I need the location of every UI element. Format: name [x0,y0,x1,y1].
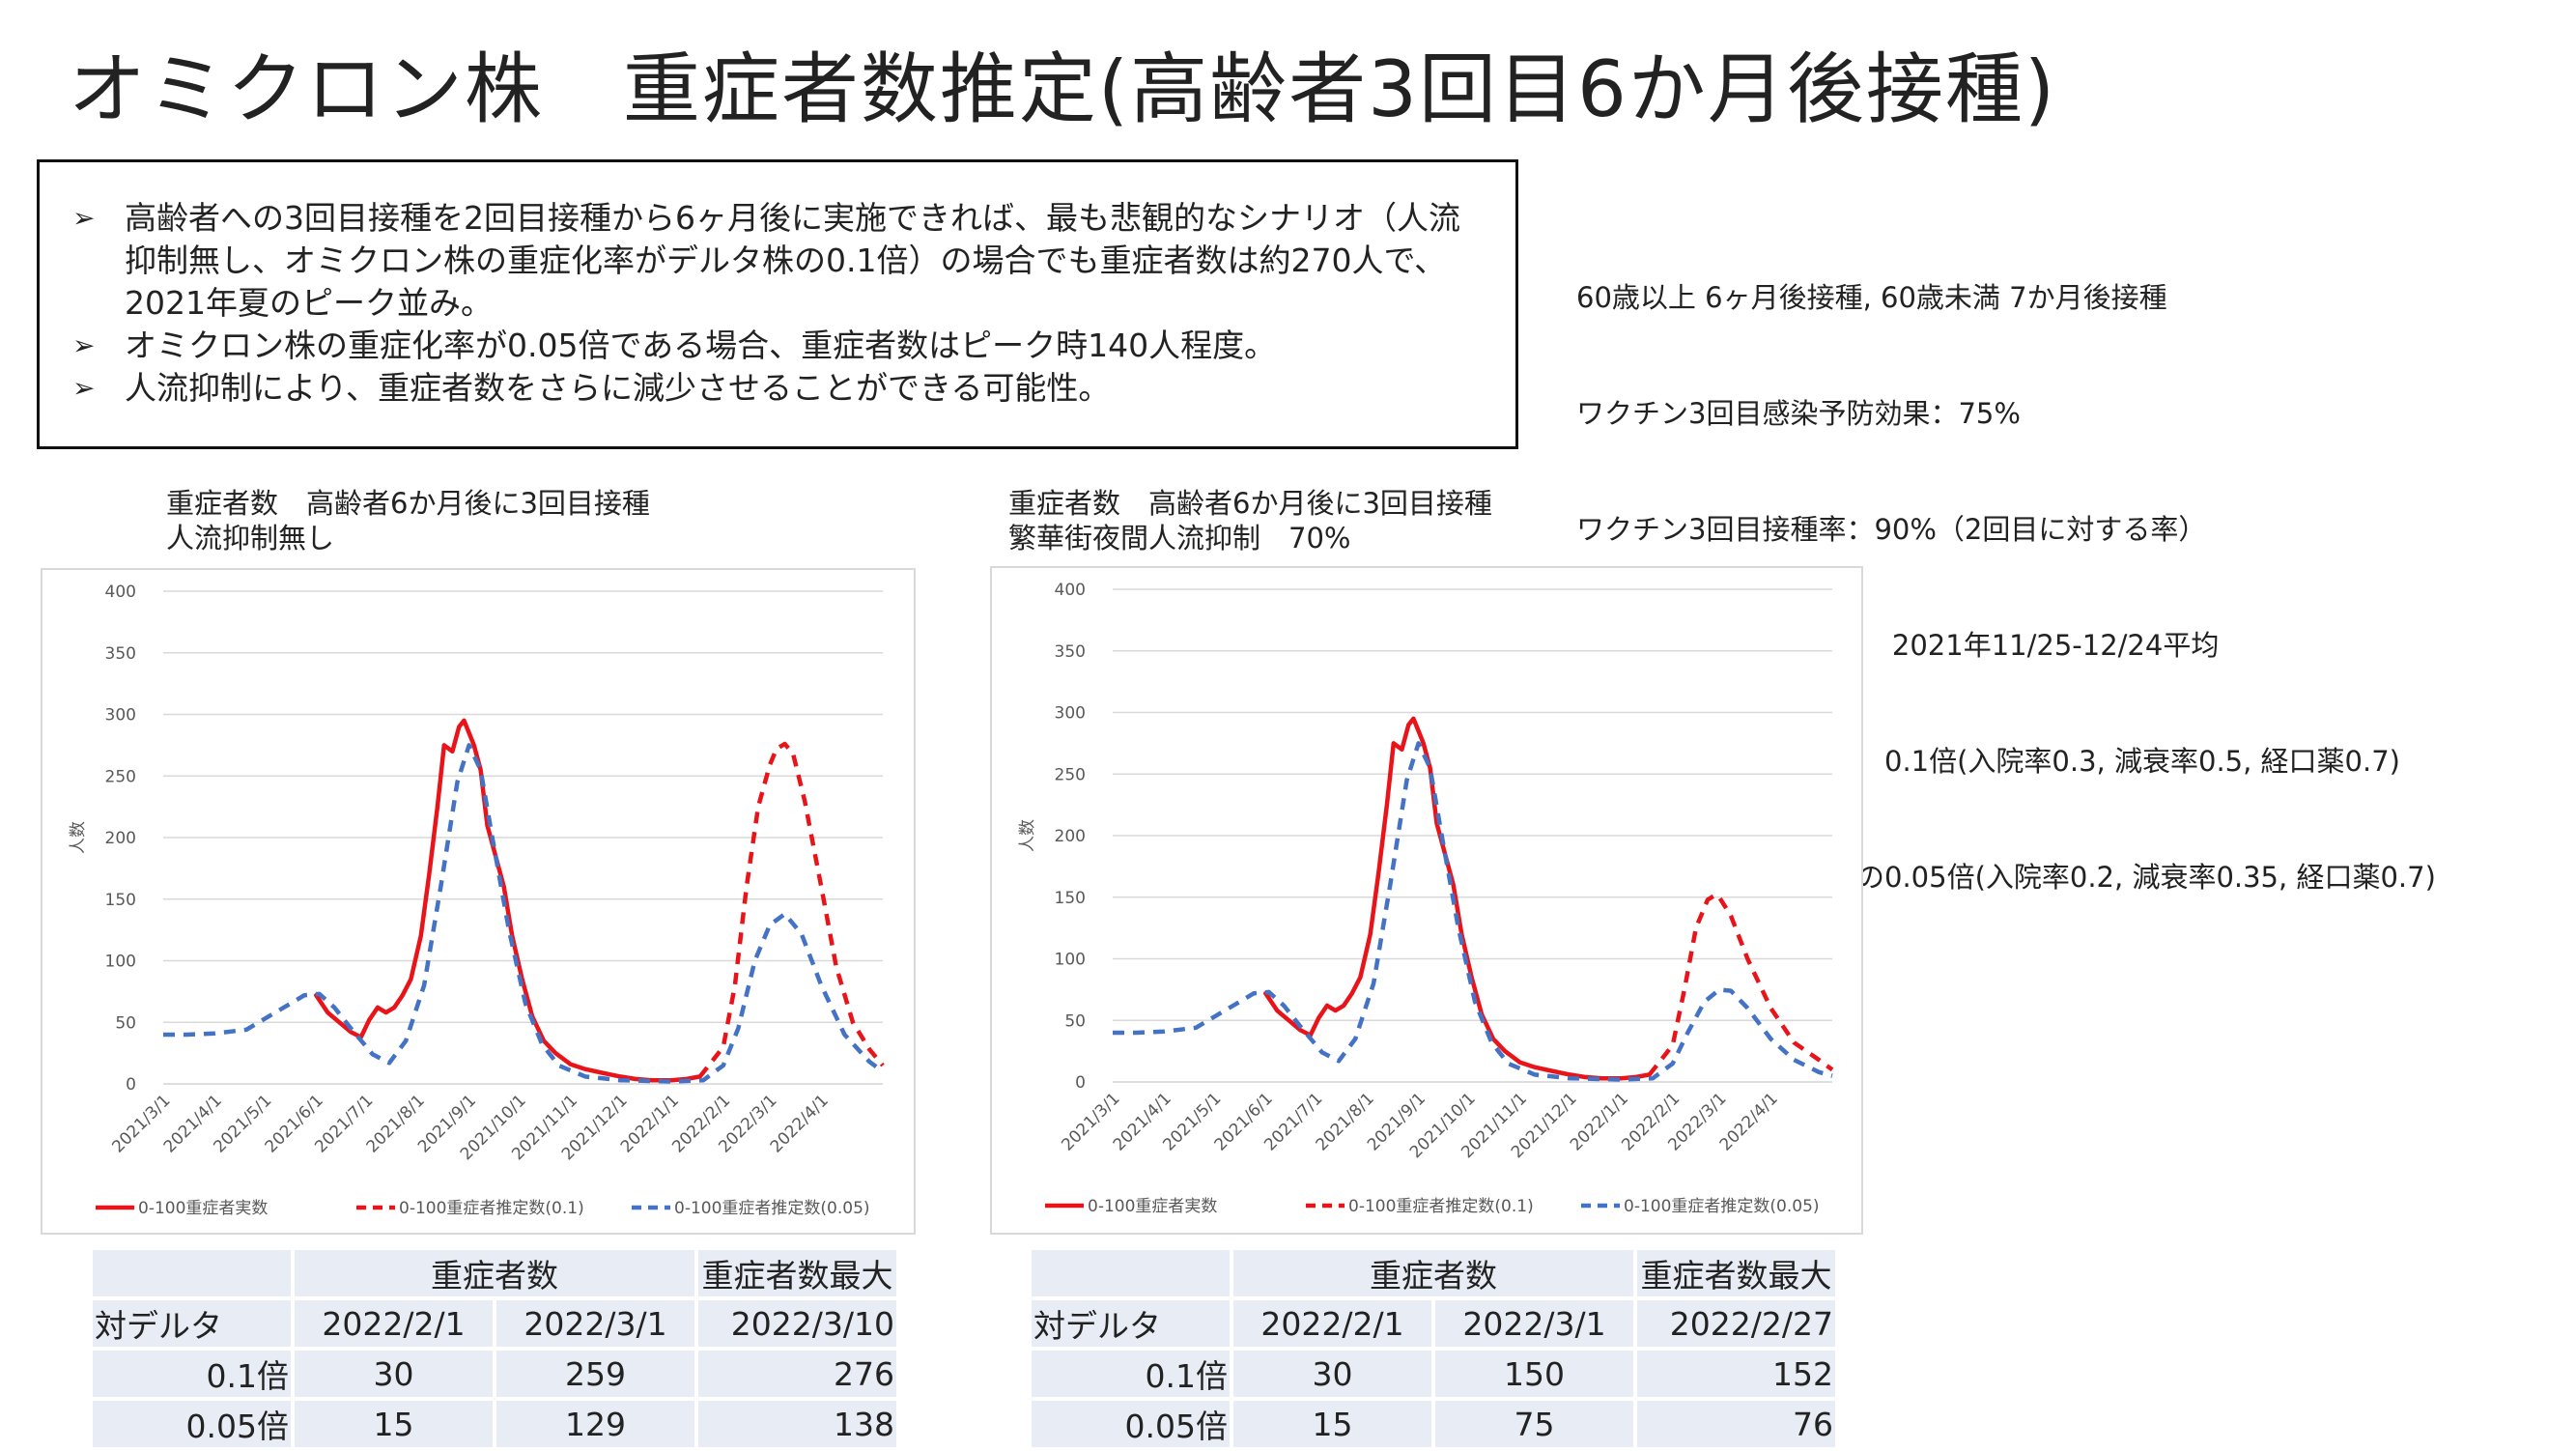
table-cell: 30 [295,1351,493,1397]
y-tick-label: 200 [105,829,136,848]
table-cell: 276 [698,1351,896,1397]
y-tick-label: 300 [105,706,136,726]
table-header-cell: 重症者数最大 [1637,1250,1835,1296]
parameter-line: 60歳以上 6ヶ月後接種, 60歳未満 7か月後接種 [1576,281,2167,314]
parameter-line: ワクチン3回目接種率：90%（2回目に対する率） [1576,513,2207,546]
table-header-cell: 対デルタ [1032,1300,1230,1347]
y-tick-label: 150 [105,891,136,910]
summary-box: ➢ 高齢者への3回目接種を2回目接種から6ヶ月後に実施できれば、最も悲観的なシナリ… [37,159,1518,449]
table-header-cell: 2022/3/1 [1435,1300,1633,1347]
parameter-line: ワクチン3回目感染予防効果：75% [1576,397,2021,430]
table-header-cell: 重症者数最大 [698,1250,896,1296]
y-tick-label: 300 [1055,704,1086,724]
chart-title-restriction-70: 重症者数 高齢者6か月後に3回目接種 繁華街夜間人流抑制 70% [1008,487,1492,555]
table-cell: 150 [1435,1351,1633,1397]
y-tick-label: 350 [1055,642,1086,662]
table-header-cell: 2022/2/27 [1637,1300,1835,1347]
table-cell: 76 [1637,1401,1835,1447]
y-tick-label: 0 [126,1075,136,1095]
table-cell: 0.05倍 [1032,1401,1230,1447]
table-cell: 0.05倍 [93,1401,291,1447]
series-line [697,741,885,1078]
chart-svg-no-restriction: 0501001502002503003504002021/3/12021/4/1… [69,583,885,1218]
legend-label: 0-100重症者推定数(0.05) [1624,1197,1820,1216]
y-tick-label: 100 [105,953,136,972]
arrow-bullet-icon: ➢ [72,202,96,234]
chart-svg-restriction-70: 0501001502002503003504002021/3/12021/4/1… [1018,581,1834,1216]
series-line [314,718,702,1083]
legend-label: 0-100重症者実数 [1088,1197,1217,1216]
summary-item: ➢ オミクロン株の重症化率が0.05倍である場合、重症者数はピーク時140人程度。 [69,325,1486,367]
table-header-cell: 2022/3/1 [496,1300,694,1347]
page-title: オミクロン株 重症者数推定(高齢者3回目6か月後接種) [68,44,2057,134]
table-header-cell: 2022/2/1 [1233,1300,1431,1347]
y-tick-label: 400 [1055,581,1086,600]
table-cell: 15 [295,1401,493,1447]
summary-text: 高齢者への3回目接種を2回目接種から6ヶ月後に実施できれば、最も悲観的なシナリオ… [125,199,1460,322]
table-cell: 15 [1233,1401,1431,1447]
y-tick-label: 200 [1055,827,1086,846]
y-tick-label: 100 [1055,951,1086,970]
table-cell [93,1250,291,1296]
y-tick-label: 150 [1055,889,1086,908]
legend-label: 0-100重症者実数 [138,1199,268,1218]
series-line [163,743,885,1084]
summary-text: 人流抑制により、重症者数をさらに減少させることができる可能性。 [125,369,1111,407]
table-cell: 0.1倍 [93,1351,291,1397]
y-tick-label: 50 [115,1013,136,1033]
y-tick-label: 250 [1055,765,1086,784]
y-tick-label: 350 [105,644,136,664]
y-tick-label: 250 [105,767,136,786]
table-row: 0.05倍 15 75 76 [1032,1401,1835,1447]
table-row: 重症者数 重症者数最大 [93,1250,896,1296]
chart-title-no-restriction: 重症者数 高齢者6か月後に3回目接種 人流抑制無し [166,487,650,555]
table-row: 0.1倍 30 259 276 [93,1351,896,1397]
results-table-no-restriction: 重症者数 重症者数最大 対デルタ 2022/2/1 2022/3/1 2022/… [89,1246,900,1451]
table-row: 対デルタ 2022/2/1 2022/3/1 2022/2/27 [1032,1300,1835,1347]
y-tick-label: 50 [1064,1011,1086,1031]
summary-item: ➢ 人流抑制により、重症者数をさらに減少させることができる可能性。 [69,367,1486,410]
table-header-cell: 重症者数 [295,1250,694,1296]
y-tick-label: 400 [105,583,136,602]
table-cell: 138 [698,1401,896,1447]
chart-no-restriction: 0 50 100 150 200 250 300 350 400 2021/3/1 2021/4/1… [41,568,916,1235]
table-header-cell: 対デルタ [93,1300,291,1347]
table-row: 対デルタ 2022/2/1 2022/3/1 2022/3/10 [93,1300,896,1347]
results-table-restriction-70: 重症者数 重症者数最大 対デルタ 2022/2/1 2022/3/1 2022/… [1028,1246,1839,1451]
legend-label: 0-100重症者推定数(0.1) [399,1199,584,1218]
table-header-cell: 重症者数 [1233,1250,1633,1296]
summary-text: オミクロン株の重症化率が0.05倍である場合、重症者数はピーク時140人程度。 [125,327,1277,364]
table-row: 重症者数 重症者数最大 [1032,1250,1835,1296]
table-cell: 0.1倍 [1032,1351,1230,1397]
table-cell: 152 [1637,1351,1835,1397]
y-axis-label: 人数 [69,821,88,854]
arrow-bullet-icon: ➢ [72,372,96,404]
y-tick-label: 0 [1075,1073,1086,1093]
table-cell [1032,1250,1230,1296]
summary-item: ➢ 高齢者への3回目接種を2回目接種から6ヶ月後に実施できれば、最も悲観的なシナリ… [69,197,1486,325]
series-line [1647,892,1834,1076]
table-cell: 259 [496,1351,694,1397]
legend-label: 0-100重症者推定数(0.05) [674,1199,870,1218]
legend-label: 0-100重症者推定数(0.1) [1348,1197,1534,1216]
table-cell: 30 [1233,1351,1431,1397]
series-line [1113,741,1833,1082]
y-axis-label: 人数 [1018,819,1037,852]
series-line [1263,716,1652,1081]
table-header-cell: 2022/2/1 [295,1300,493,1347]
arrow-bullet-icon: ➢ [72,329,96,361]
chart-restriction-70: 0 50 100 150 200 250 300 350 400 2021/3/1 2021/4/1… [990,566,1863,1235]
table-row: 0.05倍 15 129 138 [93,1401,896,1447]
table-cell: 129 [496,1401,694,1447]
table-header-cell: 2022/3/10 [698,1300,896,1347]
table-row: 0.1倍 30 150 152 [1032,1351,1835,1397]
table-cell: 75 [1435,1401,1633,1447]
parameter-list: 60歳以上 6ヶ月後接種, 60歳未満 7か月後接種 ワクチン3回目感染予防効果… [1576,201,2436,935]
